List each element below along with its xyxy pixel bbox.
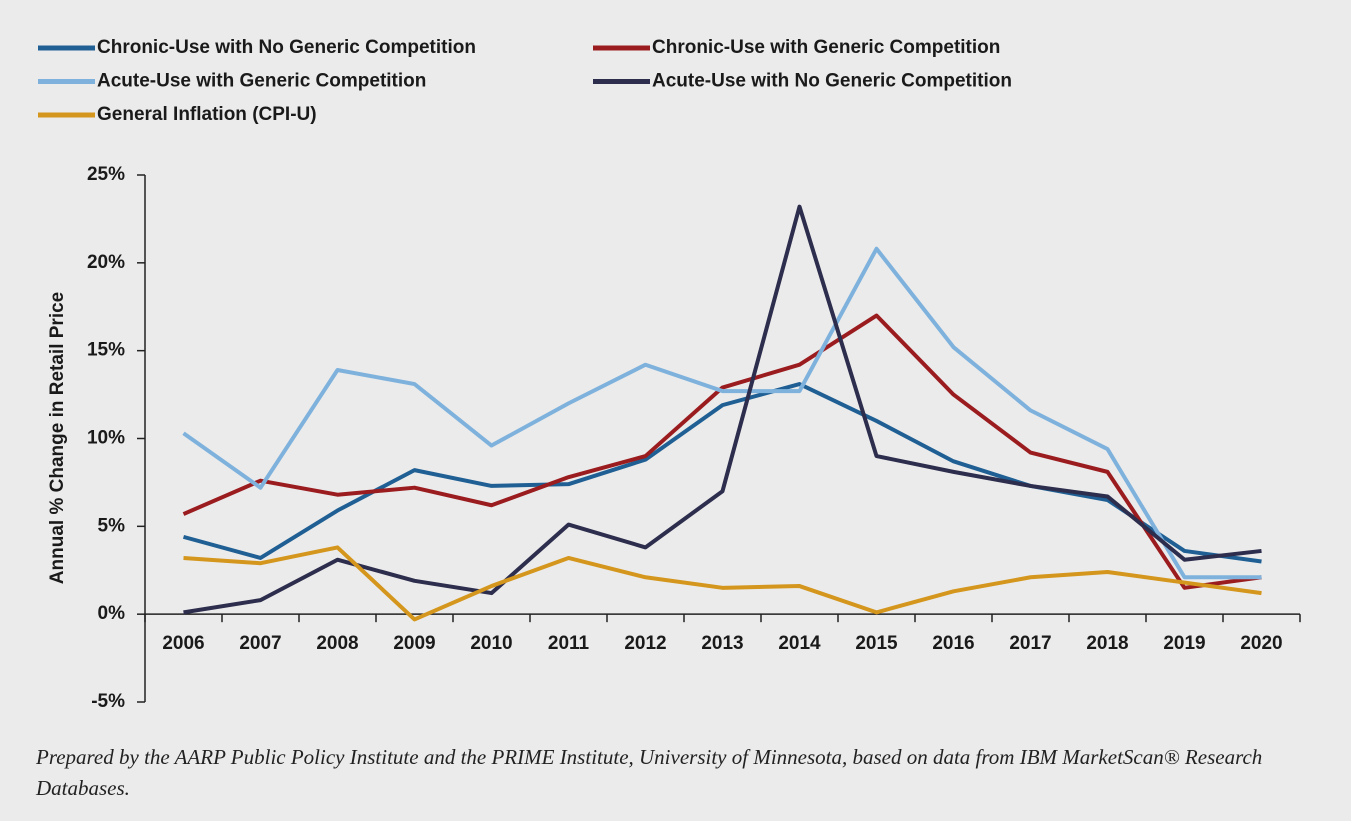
series-line	[182, 246, 1262, 580]
legend-label: Chronic-Use with No Generic Competition	[97, 37, 476, 58]
series-line	[183, 204, 1262, 615]
x-tick-label: 2007	[239, 633, 281, 654]
series-line	[182, 382, 1262, 564]
y-tick-label: 15%	[87, 340, 125, 361]
x-tick-label: 2011	[548, 633, 590, 654]
y-tick-label: 5%	[98, 515, 126, 536]
x-tick-label: 2013	[701, 633, 743, 654]
legend-label: Chronic-Use with Generic Competition	[652, 37, 1000, 58]
y-tick-label: 20%	[87, 252, 125, 273]
x-tick-label: 2010	[470, 633, 512, 654]
y-tick-label: 10%	[87, 428, 125, 449]
x-tick-label: 2006	[162, 633, 204, 654]
legend-label: Acute-Use with Generic Competition	[97, 71, 426, 92]
y-axis-label: Annual % Change in Retail Price	[47, 292, 68, 584]
y-tick-label: 0%	[98, 603, 126, 624]
x-tick-label: 2014	[778, 633, 821, 654]
x-tick-label: 2018	[1086, 633, 1128, 654]
y-tick-label: 25%	[87, 164, 125, 185]
chart: Annual % Change in Retail Price -5% 0% 5% 1…	[38, 37, 1301, 712]
series-line	[183, 545, 1262, 622]
x-tick-label: 2016	[932, 633, 974, 654]
source-note: Prepared by the AARP Public Policy Insti…	[36, 745, 1263, 800]
x-tick-label: 2008	[316, 633, 358, 654]
x-tick-label: 2019	[1163, 633, 1205, 654]
x-tick-label: 2015	[855, 633, 898, 654]
legend-label: Acute-Use with No Generic Competition	[652, 71, 1012, 92]
x-tick-label: 2012	[624, 633, 666, 654]
legend-label: General Inflation (CPI-U)	[97, 104, 317, 125]
y-tick-label: -5%	[91, 691, 125, 712]
series-line	[182, 313, 1262, 590]
x-tick-label: 2009	[393, 633, 435, 654]
x-tick-label: 2020	[1240, 633, 1282, 654]
x-tick-label: 2017	[1009, 633, 1051, 654]
